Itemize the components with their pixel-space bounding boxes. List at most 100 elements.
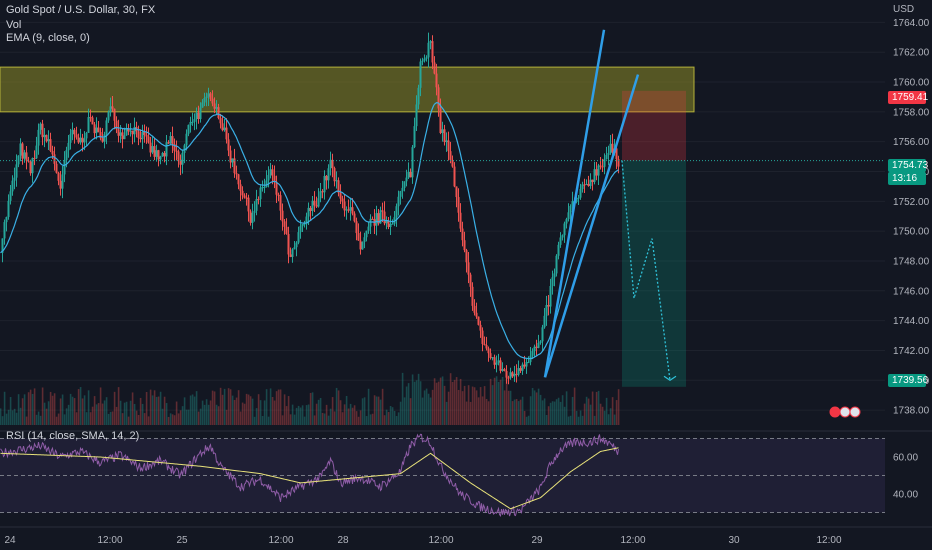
candle-body <box>57 172 60 181</box>
candle-body <box>101 138 104 142</box>
candle-body <box>499 360 502 371</box>
candle-body <box>381 210 384 212</box>
candle-body <box>133 127 136 135</box>
candle-body <box>103 134 106 142</box>
candle-body <box>389 223 392 228</box>
economic-event-icon <box>849 406 861 418</box>
candle-body <box>485 345 488 349</box>
volume-bar <box>497 381 500 425</box>
volume-bar <box>421 397 424 425</box>
candle-body <box>351 207 354 214</box>
volume-bar <box>599 403 602 425</box>
candle-body <box>325 175 328 181</box>
volume-bar <box>241 402 244 425</box>
volume-bar <box>103 400 106 425</box>
rsi-legend[interactable]: RSI (14, close, SMA, 14, 2) <box>6 430 140 442</box>
volume-bar <box>91 406 94 425</box>
volume-bar <box>185 409 188 425</box>
candle-body <box>33 158 36 160</box>
candle-body <box>117 129 120 136</box>
volume-bar <box>433 378 436 425</box>
volume-bar <box>315 403 318 425</box>
candle-body <box>579 188 582 198</box>
volume-bar <box>289 414 292 425</box>
candle-body <box>79 137 82 143</box>
volume-bar <box>337 390 340 425</box>
volume-bar <box>287 396 290 425</box>
volume-bar <box>255 408 258 425</box>
candle-body <box>145 135 148 137</box>
volume-bar <box>347 408 350 425</box>
volume-bar <box>579 410 582 425</box>
volume-bar <box>227 388 230 425</box>
symbol-legend[interactable]: Gold Spot / U.S. Dollar, 30, FX <box>6 4 156 16</box>
volume-bar <box>373 395 376 425</box>
volume-legend[interactable]: Vol <box>6 19 22 31</box>
candle-body <box>263 186 266 188</box>
volume-bar <box>67 404 70 425</box>
volume-bar <box>355 411 358 425</box>
volume-bar <box>335 387 338 425</box>
candle-body <box>247 197 250 212</box>
candle-body <box>11 180 14 192</box>
volume-bar <box>603 410 606 425</box>
candle-body <box>319 191 322 199</box>
volume-bar <box>71 396 74 425</box>
candle-body <box>143 131 146 136</box>
candle-body <box>545 305 548 316</box>
volume-bar <box>167 416 170 425</box>
volume-bar <box>15 412 18 425</box>
volume-bar <box>283 394 286 425</box>
volume-bar <box>403 397 406 425</box>
volume-bar <box>555 399 558 425</box>
candle-body <box>63 160 66 175</box>
volume-bar <box>573 387 576 425</box>
channel-upper-line <box>543 29 606 378</box>
candle-body <box>295 242 298 248</box>
volume-bar <box>145 392 148 425</box>
candle-body <box>317 198 320 207</box>
volume-bar <box>531 387 534 425</box>
candle-body <box>105 120 108 135</box>
volume-bar <box>3 391 6 425</box>
candle-body <box>461 228 464 241</box>
volume-bar <box>19 407 22 425</box>
volume-bar <box>489 378 492 425</box>
candle-body <box>251 212 254 223</box>
candle-body <box>583 184 586 186</box>
candle-body <box>25 152 28 161</box>
volume-bar <box>199 408 202 425</box>
candle-body <box>115 120 118 130</box>
ema-legend[interactable]: EMA (9, close, 0) <box>6 32 90 44</box>
candle-body <box>245 197 248 199</box>
volume-bar <box>183 397 186 425</box>
volume-bar <box>505 374 508 425</box>
candle-body <box>279 195 282 211</box>
rsi-axis-tick: 60.00 <box>893 453 918 464</box>
volume-bar <box>533 390 536 425</box>
candle-body <box>441 129 444 134</box>
candle-body <box>471 286 474 306</box>
volume-bar <box>617 389 620 425</box>
volume-bar <box>41 387 44 425</box>
volume-bar <box>477 397 480 425</box>
last-price-badge: 1754.73 <box>888 159 928 172</box>
volume-bar <box>383 415 386 425</box>
candle-body <box>383 211 386 224</box>
volume-bar <box>101 403 104 425</box>
candle-body <box>119 132 122 136</box>
candle-body <box>509 372 512 378</box>
volume-bar <box>405 386 408 425</box>
volume-bar <box>127 416 130 425</box>
candle-body <box>65 150 68 161</box>
candle-body <box>27 160 30 162</box>
volume-bar <box>515 399 518 425</box>
volume-bar <box>423 390 426 425</box>
candle-body <box>615 148 618 160</box>
volume-bar <box>329 408 332 425</box>
volume-bar <box>409 398 412 425</box>
target-price-badge: 1739.56 <box>888 374 928 387</box>
candle-body <box>217 107 220 119</box>
